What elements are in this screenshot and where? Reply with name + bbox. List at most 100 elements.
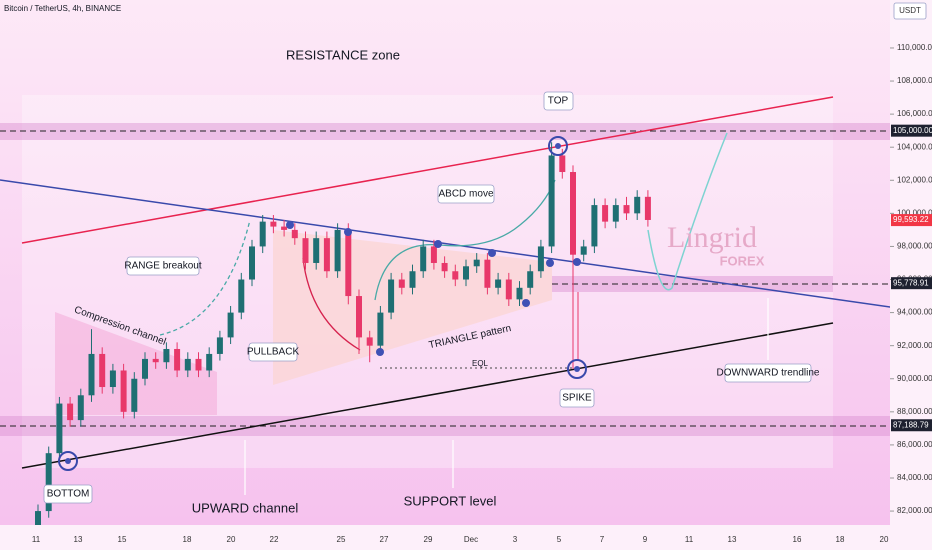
- candle-body: [313, 238, 320, 263]
- y-tick-label: 102,000.00: [897, 175, 932, 184]
- y-tick-label: 104,000.00: [897, 142, 932, 151]
- pivot-dots: [65, 143, 581, 464]
- candle-body: [420, 246, 427, 272]
- candle-body: [559, 155, 566, 173]
- candle-body: [302, 238, 309, 263]
- annotation: BOTTOM: [47, 489, 90, 500]
- candle-body: [591, 205, 598, 247]
- upward-channel-line: [21, 322, 834, 469]
- annotation: DOWNWARD trendline: [717, 368, 820, 379]
- candle-body: [634, 196, 641, 214]
- x-tick-label: 25: [337, 535, 346, 544]
- candle-body: [152, 358, 159, 363]
- candle-body: [249, 246, 255, 280]
- x-tick-label: 20: [880, 535, 889, 544]
- candle-body: [216, 337, 223, 354]
- price-label: 87,188.79: [893, 420, 929, 429]
- x-tick-label: 13: [728, 535, 737, 544]
- candle-body: [602, 205, 609, 222]
- candle-body: [195, 358, 202, 371]
- annotation: RESISTANCE zone: [286, 47, 400, 62]
- x-tick-label: 27: [380, 535, 389, 544]
- triangle-pattern: [273, 230, 552, 385]
- compression-channel: [55, 312, 217, 415]
- candle-body: [441, 262, 448, 272]
- candle-body: [334, 229, 341, 272]
- candle-body: [56, 403, 63, 454]
- x-tick-label: 5: [557, 535, 562, 544]
- price-label-box: [891, 419, 932, 432]
- y-tick-label: 86,000.00: [897, 440, 932, 449]
- annotation: UPWARD channel: [192, 500, 299, 515]
- downward-trendline: [0, 179, 932, 314]
- y-tick-label: 88,000.00: [897, 407, 932, 416]
- abcd-arrow: [374, 179, 556, 301]
- candle-body: [109, 370, 116, 388]
- top-circle: [548, 136, 568, 156]
- candle-body: [206, 353, 213, 371]
- candle-body: [323, 238, 330, 272]
- candle-body: [473, 259, 480, 267]
- x-tick-label: 16: [793, 535, 802, 544]
- candle-body: [163, 348, 170, 363]
- y-tick-label: 82,000.00: [897, 506, 932, 515]
- x-tick-label: 29: [424, 535, 433, 544]
- candle-body: [570, 172, 576, 255]
- currency-box: [893, 2, 927, 20]
- candle-body: [291, 229, 298, 239]
- price-label-box: [891, 124, 932, 137]
- price-label-box: [891, 214, 932, 227]
- candle-body: [612, 205, 619, 222]
- label-box: [724, 363, 812, 383]
- candle-body: [505, 279, 512, 300]
- pullback-arrow: [302, 257, 361, 351]
- label-box: [559, 388, 595, 408]
- candle-body: [644, 196, 651, 220]
- price-label: 105,000.00: [893, 126, 932, 135]
- candle-body: [184, 358, 191, 371]
- y-tick-label: 90,000.00: [897, 374, 932, 383]
- label-box: [437, 184, 495, 204]
- red-trendline: [21, 96, 834, 244]
- annotation: ABCD move: [438, 189, 493, 200]
- price-axis: [890, 0, 932, 550]
- y-tick-label: 94,000.00: [897, 308, 932, 317]
- chart-title: Bitcoin / TetherUS, 4h, BINANCE: [4, 4, 121, 13]
- candle-body: [388, 279, 395, 313]
- x-tick-label: 11: [685, 535, 694, 544]
- bottom-circle: [58, 451, 78, 471]
- candle-body: [120, 370, 127, 412]
- annotation: TOP: [548, 96, 569, 107]
- candle-body: [463, 266, 469, 280]
- candle-body: [142, 358, 148, 379]
- candle-body: [35, 511, 41, 528]
- candle-body: [270, 221, 277, 227]
- candle-body: [409, 271, 416, 288]
- label-box: [543, 91, 574, 111]
- x-tick-label: 13: [74, 535, 83, 544]
- candle-body: [281, 226, 288, 230]
- spike-circle: [567, 359, 587, 379]
- x-tick-label: 22: [270, 535, 279, 544]
- label-box: [43, 484, 93, 504]
- candle-body: [45, 453, 52, 512]
- candle-body: [88, 353, 95, 396]
- candle-body: [580, 246, 587, 255]
- price-label: 99,593.22: [893, 215, 929, 224]
- candle-body: [548, 155, 555, 247]
- x-tick-label: 18: [183, 535, 192, 544]
- candle-body: [430, 246, 437, 263]
- x-tick-label: 7: [600, 535, 605, 544]
- y-tick-label: 108,000.00: [897, 76, 932, 85]
- annotation: SUPPORT level: [404, 493, 497, 508]
- candle-body: [99, 353, 106, 388]
- time-axis: [0, 525, 890, 550]
- label-box: [126, 256, 200, 276]
- candle-body: [452, 271, 459, 280]
- y-tick-label: 84,000.00: [897, 473, 932, 482]
- candle-body: [484, 259, 491, 288]
- label-box: [248, 342, 298, 362]
- annotation: RANGE breakout: [124, 261, 201, 272]
- candle-body: [495, 279, 502, 288]
